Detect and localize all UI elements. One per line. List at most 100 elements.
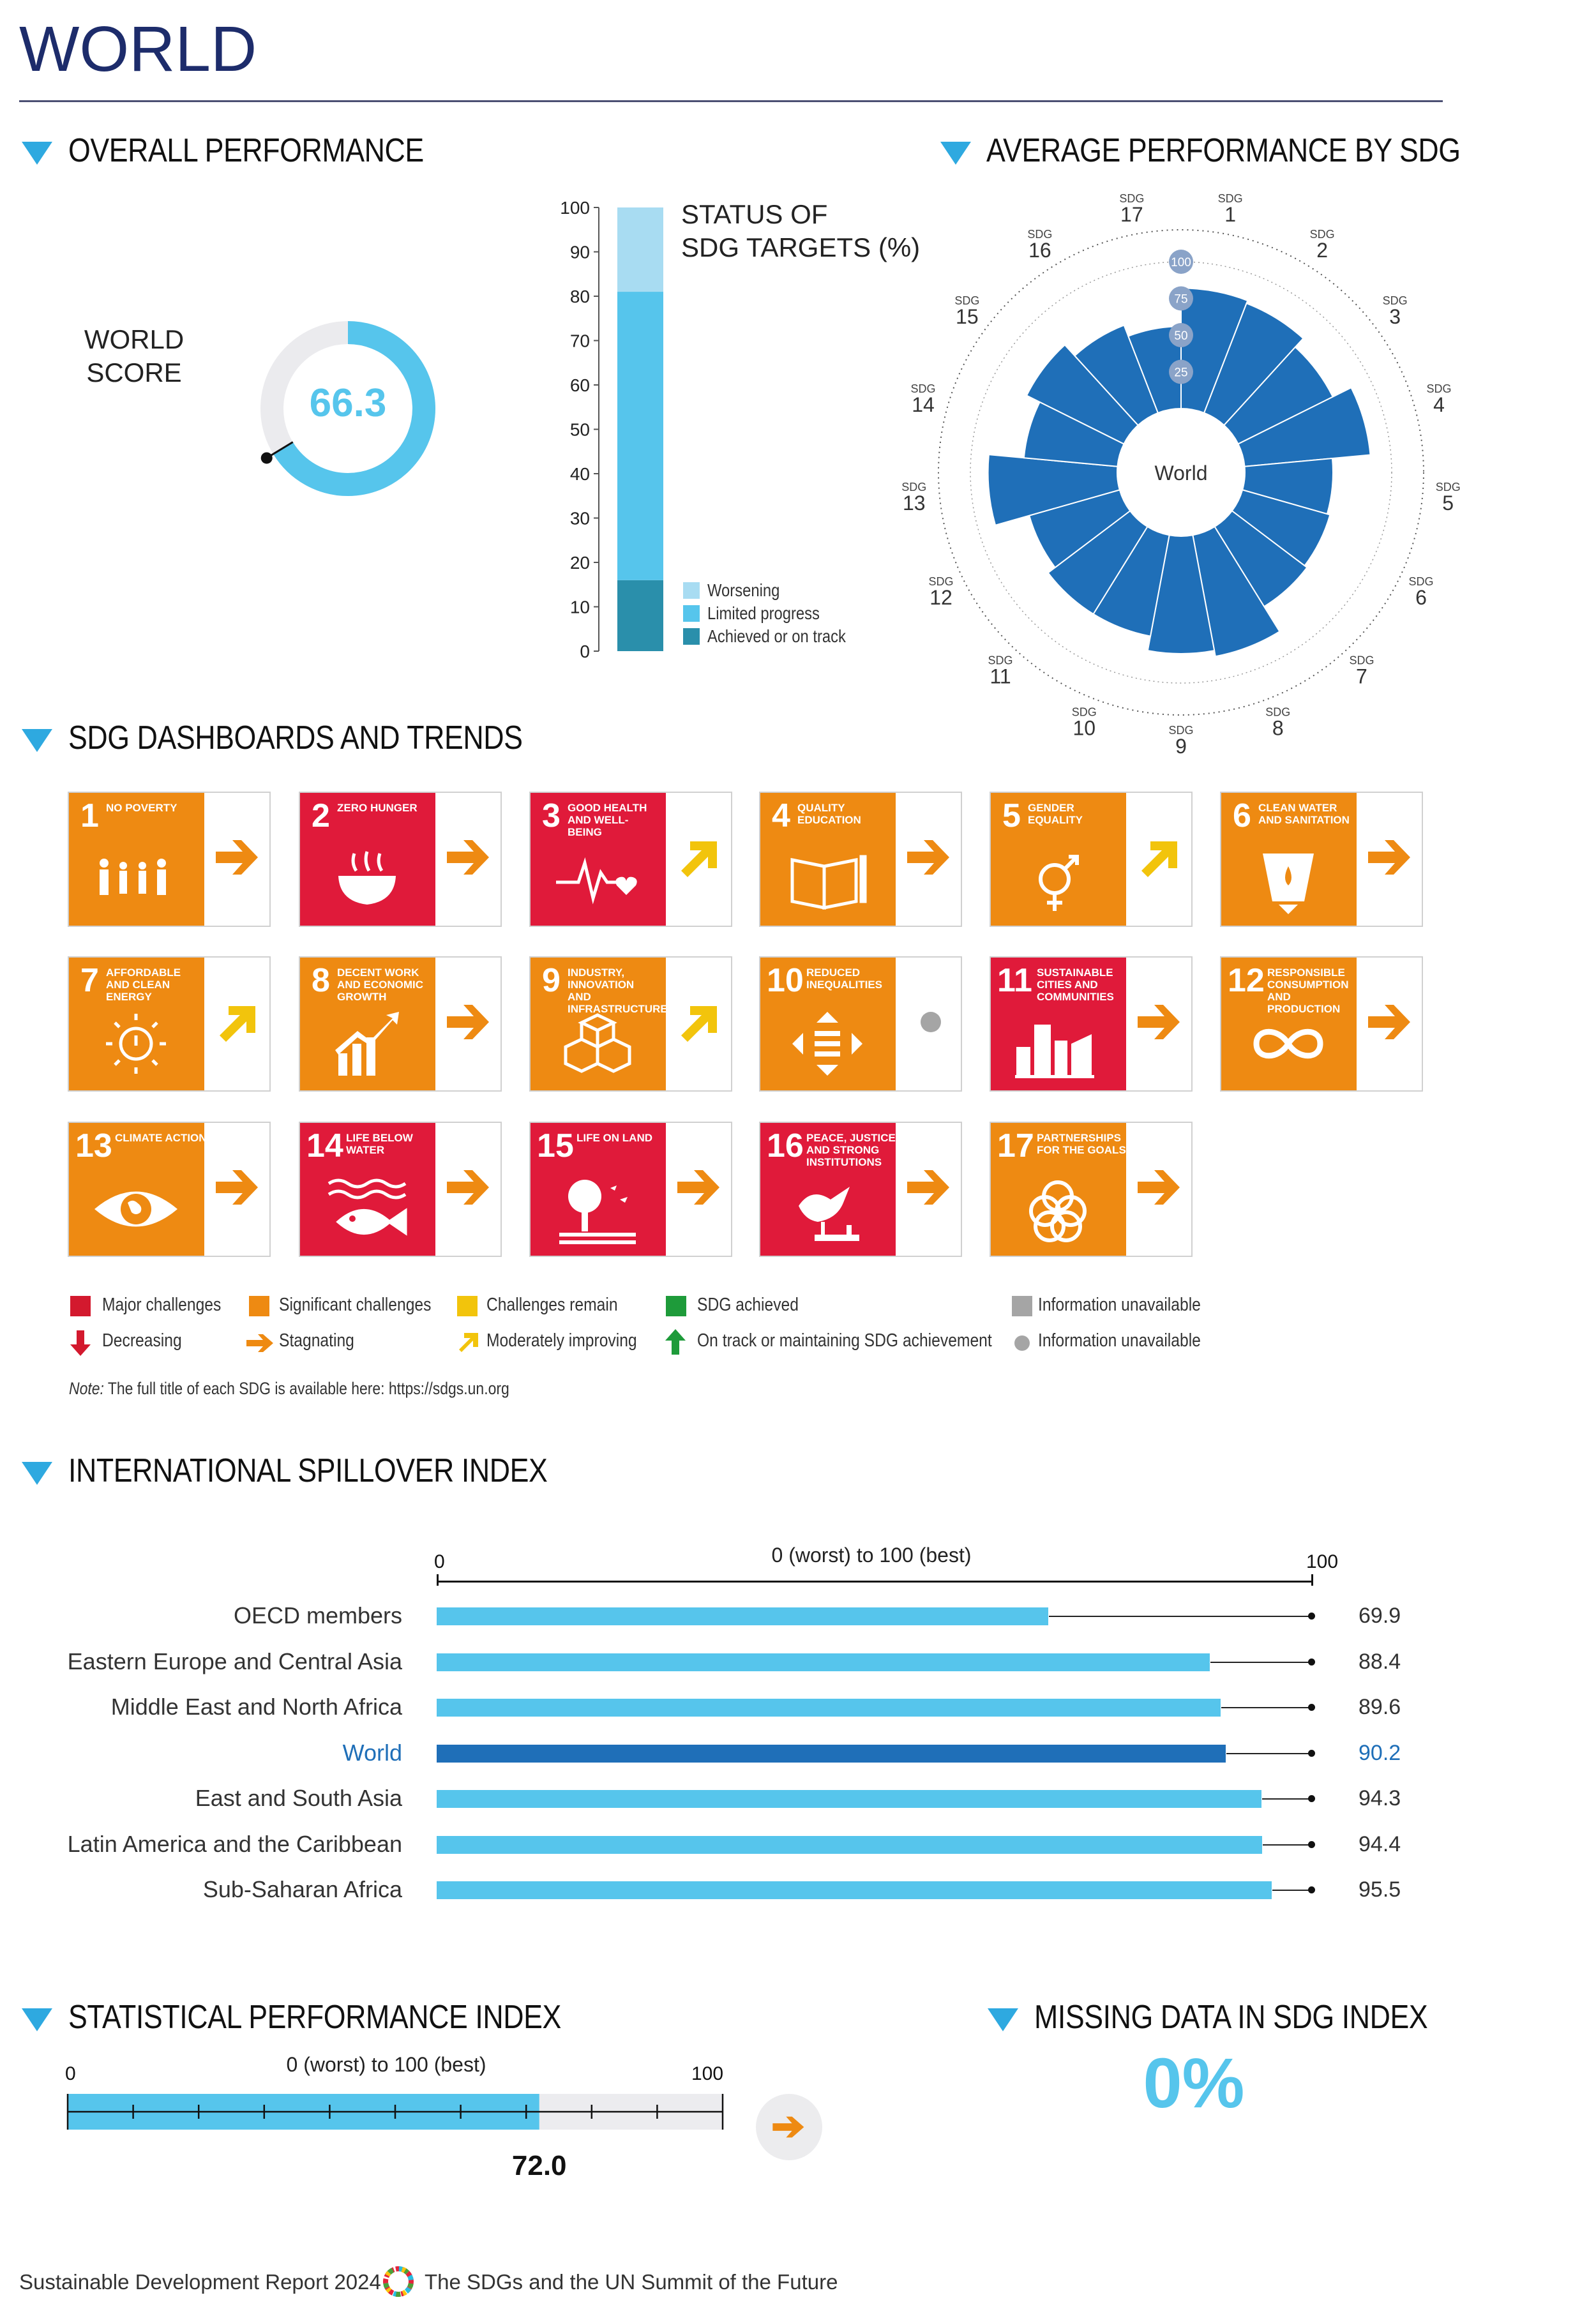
radar-ring-label: 75: [1174, 293, 1187, 306]
sdg-tile-name: DECENT WORK AND ECONOMIC GROWTH: [337, 966, 424, 1003]
radar-sdg-prefix: SDG: [901, 481, 926, 493]
section-triangle-icon: [22, 142, 52, 165]
sdg-tile-number: 7: [80, 962, 99, 999]
info-unavailable-dot-icon: [1014, 1335, 1030, 1351]
sdg-tile-14[interactable]: 14 LIFE BELOW WATER: [299, 1122, 502, 1257]
legend-label-limited: Limited progress: [707, 603, 820, 623]
spillover-axis-caption: 0 (worst) to 100 (best): [771, 1544, 972, 1567]
sdg-4-icon: [790, 855, 867, 910]
sdg-tile-name: PEACE, JUSTICE AND STRONG INSTITUTIONS: [806, 1132, 896, 1168]
sdg-6-icon: [1263, 854, 1314, 914]
sdg-tile-8[interactable]: 8 DECENT WORK AND ECONOMIC GROWTH: [299, 956, 502, 1092]
radar-sdg-number: 6: [1415, 586, 1427, 609]
spillover-row-value: 88.4: [1359, 1649, 1401, 1674]
spillover-axis-min: 0: [434, 1551, 445, 1572]
sdg-tile-badge: 5 GENDER EQUALITY: [991, 793, 1126, 926]
arrow-right-icon: [907, 1170, 949, 1205]
sdg-tile-17[interactable]: 17 PARTNERSHIPS FOR THE GOALS: [990, 1122, 1193, 1257]
status-tick-label: 40: [570, 464, 590, 484]
sdg-tile-10[interactable]: 10 REDUCED INEQUALITIES: [759, 956, 962, 1092]
radar-sdg-number: 7: [1356, 665, 1367, 688]
sdg-tile-badge: 14 LIFE BELOW WATER: [300, 1123, 435, 1256]
donut-pointer-dot: [260, 452, 273, 464]
sdg-tile-badge: 12 RESPONSIBLE CONSUMPTION AND PRODUCTION: [1221, 958, 1357, 1090]
sdg-tile-name: SUSTAINABLE CITIES AND COMMUNITIES: [1037, 966, 1114, 1003]
sdg-tile-2[interactable]: 2 ZERO HUNGER: [299, 792, 502, 927]
status-tick-label: 70: [570, 331, 590, 351]
sdg-tile-name: CLIMATE ACTION: [115, 1132, 207, 1144]
moderately-improving-label: Moderately improving: [486, 1330, 637, 1351]
sdg-13-icon: [94, 1191, 177, 1227]
spillover-end-dot: [1308, 1613, 1315, 1620]
arrow-right-icon: [216, 1170, 258, 1205]
sdg-tile-number: 8: [312, 962, 330, 999]
world-score-label: WORLD SCORE: [64, 323, 204, 389]
sdg-tile-name: INDUSTRY, INNOVATION AND INFRASTRUCTURE: [568, 966, 668, 1015]
sdg-tile-6[interactable]: 6 CLEAN WATER AND SANITATION: [1220, 792, 1423, 927]
info-unavailable-dot-icon: [921, 1012, 941, 1032]
spillover-end-dot: [1308, 1795, 1315, 1802]
sdg-tile-name: LIFE BELOW WATER: [346, 1132, 413, 1156]
radar-sdg-prefix: SDG: [1349, 654, 1374, 666]
spillover-row-label: Sub-Saharan Africa: [202, 1876, 402, 1902]
sdg-tile-name: AFFORDABLE AND CLEAN ENERGY: [106, 966, 181, 1003]
sdg-tile-9[interactable]: 9 INDUSTRY, INNOVATION AND INFRASTRUCTURE: [529, 956, 732, 1092]
arrow-right-icon: [447, 840, 489, 875]
world-score-label-line1: WORLD: [84, 324, 184, 354]
section-triangle-icon: [22, 729, 52, 752]
radar-sdg-number: 4: [1433, 393, 1445, 416]
sdg-tile-4[interactable]: 4 QUALITY EDUCATION: [759, 792, 962, 927]
average-performance-heading: AVERAGE PERFORMANCE BY SDG: [986, 132, 1461, 169]
arrow-right-icon: [1138, 1170, 1180, 1205]
sdg-tile-name: RESPONSIBLE CONSUMPTION AND PRODUCTION: [1267, 966, 1349, 1015]
section-triangle-icon: [988, 2008, 1018, 2031]
sdg-tile-badge: 10 REDUCED INEQUALITIES: [760, 958, 896, 1090]
radar-sdg-prefix: SDG: [1072, 706, 1097, 719]
arrow-right-icon: [1138, 1005, 1180, 1039]
status-chart-title: STATUS OF SDG TARGETS (%): [681, 198, 920, 264]
sdg-tile-badge: 9 INDUSTRY, INNOVATION AND INFRASTRUCTURE: [531, 958, 668, 1090]
sdg-tile-12[interactable]: 12 RESPONSIBLE CONSUMPTION AND PRODUCTION: [1220, 956, 1423, 1092]
status-tick-label: 100: [560, 198, 590, 218]
spillover-axis-tick-min: [437, 1574, 439, 1586]
sdg-tile-15[interactable]: 15 LIFE ON LAND: [529, 1122, 732, 1257]
radar-outer-ring: [938, 229, 1424, 716]
sdg-tile-3[interactable]: 3 GOOD HEALTH AND WELL-BEING: [529, 792, 732, 927]
legend-label-worsening: Worsening: [707, 580, 780, 600]
sdg-radar-chart: SDG1SDG2SDG3SDG4SDG5SDG6SDG7SDG8SDG9SDG1…: [901, 192, 1460, 758]
sdg-tile-badge: 15 LIFE ON LAND: [531, 1123, 666, 1256]
sdg-tile-badge: 2 ZERO HUNGER: [300, 793, 435, 926]
missing-data-value: 0%: [1143, 2044, 1245, 2123]
status-tick-label: 90: [570, 243, 590, 262]
sdg-tile-5[interactable]: 5 GENDER EQUALITY: [990, 792, 1193, 927]
section-triangle-icon: [22, 2008, 52, 2031]
info-unavailable-swatch: [1012, 1296, 1032, 1316]
status-tick-label: 30: [570, 509, 590, 529]
sdg-tile-7[interactable]: 7 AFFORDABLE AND CLEAN ENERGY: [68, 956, 271, 1092]
radar-sdg-prefix: SDG: [929, 575, 954, 588]
challenges-remain-swatch: [457, 1296, 478, 1316]
stagnating-label: Stagnating: [279, 1330, 354, 1351]
sdg-tile-badge: 7 AFFORDABLE AND CLEAN ENERGY: [69, 958, 204, 1090]
radar-sdg-prefix: SDG: [1119, 192, 1144, 205]
radar-sdg-number: 12: [930, 586, 952, 609]
sdg-tile-13[interactable]: 13 CLIMATE ACTION: [68, 1122, 271, 1257]
sdg-tile-number: 10: [767, 962, 804, 999]
spillover-row-label: OECD members: [233, 1602, 402, 1628]
sdg-tile-badge: 13 CLIMATE ACTION: [69, 1123, 207, 1256]
arrow-right-icon: [677, 1170, 719, 1205]
spillover-range-line: [1272, 1890, 1312, 1891]
sdg-tile-badge: 1 NO POVERTY: [69, 793, 204, 926]
sdg-tile-badge: 6 CLEAN WATER AND SANITATION: [1221, 793, 1357, 926]
sdg-tile-number: 4: [772, 797, 790, 834]
sdg-tile-16[interactable]: 16 PEACE, JUSTICE AND STRONG INSTITUTIONS: [759, 1122, 962, 1257]
radar-sdg-number: 11: [990, 665, 1011, 688]
spillover-row-label: Latin America and the Caribbean: [67, 1830, 402, 1857]
radar-sdg-prefix: SDG: [954, 294, 979, 307]
sdg-tile-1[interactable]: 1 NO POVERTY: [68, 792, 271, 927]
sdg-tile-11[interactable]: 11 SUSTAINABLE CITIES AND COMMUNITIES: [990, 956, 1193, 1092]
spillover-bar: [437, 1653, 1210, 1671]
sdg-tile-name: NO POVERTY: [106, 802, 177, 814]
radar-sdg-prefix: SDG: [988, 654, 1013, 666]
sdg-tile-name: LIFE ON LAND: [576, 1132, 652, 1144]
